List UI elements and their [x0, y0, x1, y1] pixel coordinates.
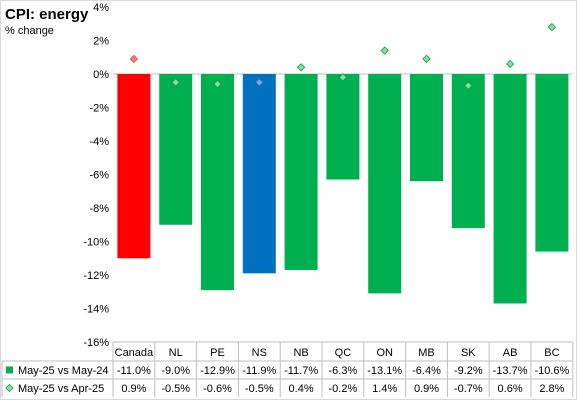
bar	[326, 74, 360, 180]
data-label: -0.6%	[203, 383, 232, 395]
y-tick-label: -2%	[89, 103, 109, 115]
data-label: -13.1%	[367, 365, 402, 377]
y-tick-label: -6%	[89, 170, 109, 182]
y-tick-label: -12%	[83, 270, 109, 282]
data-label: -13.7%	[493, 365, 528, 377]
category-label: ON	[376, 347, 393, 359]
bar	[159, 74, 193, 225]
data-label: -12.9%	[200, 365, 235, 377]
chart-subtitle: % change	[5, 25, 54, 37]
data-label: 0.9%	[414, 383, 439, 395]
marker-point	[255, 78, 264, 87]
category-label: NL	[169, 347, 183, 359]
y-tick-label: -14%	[83, 304, 109, 316]
data-label: -0.5%	[245, 383, 274, 395]
bar	[242, 74, 276, 274]
data-label: -0.2%	[329, 383, 358, 395]
data-label: -11.7%	[284, 365, 318, 377]
legend-label: May-25 vs May-24	[18, 365, 108, 377]
y-tick-label: -8%	[89, 203, 109, 215]
category-label: NB	[293, 347, 308, 359]
y-tick-label: -10%	[83, 237, 109, 249]
bar	[535, 74, 569, 252]
marker-point	[547, 22, 557, 32]
data-label: 0.9%	[121, 383, 146, 395]
marker-point	[464, 81, 473, 90]
data-label: -11.9%	[242, 365, 276, 377]
data-label: -6.4%	[412, 365, 441, 377]
data-label: -6.3%	[329, 365, 358, 377]
marker-point	[296, 63, 306, 72]
y-tick-label: 0%	[93, 69, 109, 81]
chart-title: CPI: energy	[5, 6, 89, 23]
legend-key-bar	[6, 366, 13, 374]
category-label: NS	[252, 347, 267, 359]
marker-point	[338, 73, 348, 82]
data-label: -11.0%	[117, 365, 151, 377]
bar	[201, 74, 234, 291]
bar	[368, 74, 402, 294]
category-label: QC	[335, 347, 352, 359]
data-label: 0.4%	[289, 383, 314, 395]
category-label: PE	[210, 347, 225, 359]
marker-point	[380, 46, 389, 55]
data-label: -0.5%	[161, 383, 190, 395]
y-tick-label: 2%	[93, 36, 109, 48]
marker-point	[129, 54, 139, 64]
y-tick-label: -4%	[89, 136, 109, 148]
legend-label: May-25 vs Apr-25	[18, 383, 104, 395]
data-label: -0.7%	[454, 383, 483, 395]
bar	[284, 74, 318, 270]
marker-point	[505, 59, 515, 69]
marker-point	[213, 79, 222, 89]
marker-point	[422, 54, 431, 64]
y-tick-label: -16%	[83, 337, 109, 349]
legend-key-marker	[5, 383, 14, 393]
category-label: Canada	[115, 347, 154, 359]
marker-point	[171, 78, 180, 87]
category-label: AB	[503, 347, 518, 359]
data-label: 2.8%	[539, 383, 564, 395]
bar	[117, 74, 151, 259]
category-label: BC	[544, 347, 559, 359]
data-label: -9.2%	[454, 365, 483, 377]
y-tick-label: 4%	[93, 2, 109, 14]
data-label: 0.6%	[498, 383, 523, 395]
data-label: 1.4%	[372, 383, 397, 395]
bar	[410, 74, 443, 182]
data-label: -10.6%	[534, 365, 569, 377]
bar	[451, 74, 485, 229]
category-label: MB	[418, 347, 435, 359]
data-label: -9.0%	[161, 365, 190, 377]
category-label: SK	[461, 347, 476, 359]
bar	[493, 74, 527, 304]
